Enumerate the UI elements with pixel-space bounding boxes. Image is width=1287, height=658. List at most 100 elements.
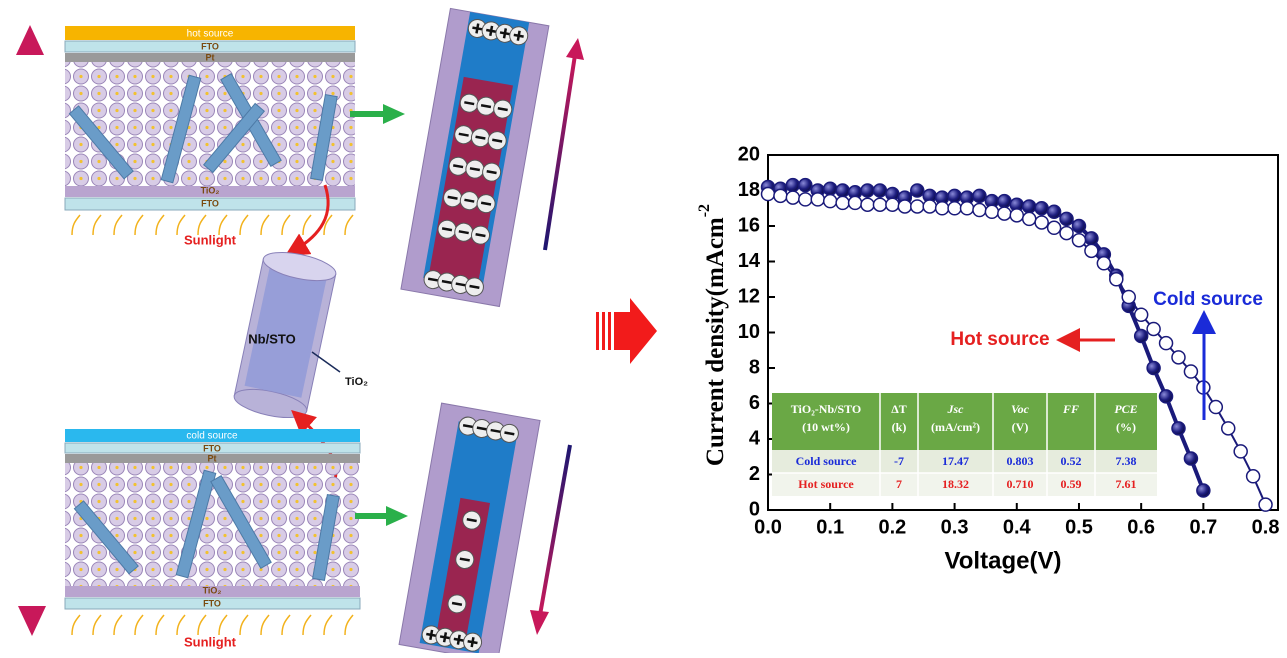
- table-header: Voc: [1011, 402, 1030, 416]
- annotation: Hot source: [950, 329, 1049, 350]
- sunlight-rays: [71, 614, 354, 636]
- shape: [160, 74, 202, 184]
- data-point: [1146, 360, 1161, 376]
- y-tick-label: 2: [749, 463, 760, 485]
- data-point: [1021, 211, 1037, 227]
- ray: [176, 214, 186, 236]
- source-bar: [65, 429, 360, 442]
- hot-cell: hot source FTO Pt TiO₂ FTO Sunlight: [64, 26, 356, 247]
- data-point: [910, 199, 925, 214]
- arrow-head: [383, 104, 405, 124]
- data-point: [785, 190, 801, 205]
- data-point: [947, 201, 962, 216]
- table-cell: Hot source: [798, 477, 854, 491]
- data-point: [959, 201, 975, 216]
- charge-sign: [464, 198, 475, 203]
- x-tick-label: 0.0: [754, 516, 782, 538]
- arrow-head: [530, 610, 549, 635]
- pt-label: Pt: [206, 52, 215, 62]
- data-point: [1133, 307, 1149, 322]
- y-axis-label-sup: -2: [696, 204, 713, 217]
- fto-layer: [64, 197, 356, 211]
- y-tick-label: 10: [738, 321, 760, 343]
- data-point: [1196, 483, 1211, 498]
- table-header-unit: (10 wt%): [802, 420, 850, 434]
- rods: [68, 73, 338, 184]
- shape: [602, 312, 605, 350]
- table-header: FF: [1062, 402, 1079, 416]
- x-tick-label: 0.8: [1252, 516, 1280, 538]
- ray: [281, 214, 291, 236]
- data-point: [1133, 328, 1149, 344]
- shape: [244, 263, 328, 398]
- charge-sign: [480, 201, 492, 206]
- y-tick-label: 12: [738, 285, 760, 307]
- table-header-unit: (V): [1012, 420, 1029, 434]
- x-tick-label: 0.2: [878, 516, 906, 538]
- fto-layer: [64, 597, 361, 610]
- source-bar: [65, 26, 355, 40]
- charge-sign: [441, 227, 453, 232]
- data-point: [872, 197, 888, 212]
- ray: [218, 614, 228, 636]
- data-point: [1071, 218, 1087, 234]
- pointer: [311, 351, 341, 373]
- shape: [68, 105, 134, 180]
- red-arrow: [284, 184, 330, 257]
- x-tick-label: 0.6: [1127, 516, 1155, 538]
- table-cell: -7: [894, 454, 904, 468]
- data-point: [822, 181, 838, 196]
- x-tick-label: 0.5: [1065, 516, 1093, 538]
- data-point: [1183, 451, 1199, 466]
- data-point: [1046, 204, 1062, 220]
- charge-sign: [464, 101, 475, 106]
- ray: [197, 214, 207, 236]
- arrow-head: [566, 38, 584, 60]
- data-point: [997, 193, 1012, 209]
- charge-sign: [459, 557, 470, 562]
- data-point: [910, 183, 925, 198]
- ray: [344, 614, 354, 636]
- ray: [323, 614, 333, 636]
- ray: [134, 614, 144, 636]
- data-point: [922, 199, 937, 214]
- charge-sign: [469, 284, 480, 289]
- data-point: [1034, 215, 1049, 230]
- charge-sign: [486, 170, 497, 175]
- ray: [134, 214, 144, 236]
- ray: [155, 614, 165, 636]
- ray: [281, 614, 291, 636]
- charge-sign: [489, 25, 494, 37]
- shape: [596, 312, 599, 350]
- ray: [239, 214, 249, 236]
- ray: [218, 214, 228, 236]
- data-point: [947, 188, 962, 204]
- data-point: [835, 195, 850, 211]
- table-header-bg: [772, 393, 1157, 450]
- x-axis-label: Voltage(V): [945, 547, 1062, 574]
- data-point: [785, 177, 801, 193]
- shell-label: TiO₂: [345, 376, 368, 388]
- data-point: [1109, 272, 1124, 287]
- data-point: [810, 192, 826, 207]
- data-point: [1096, 256, 1112, 271]
- ray: [197, 614, 207, 636]
- charge-sign: [442, 632, 448, 643]
- table-cell: 0.803: [1007, 454, 1034, 468]
- shape: [202, 102, 266, 174]
- data-point: [1233, 444, 1248, 459]
- data-point: [1208, 399, 1224, 415]
- charge-sign: [492, 138, 503, 143]
- pt-label: Pt: [208, 453, 217, 463]
- data-point: [897, 199, 913, 214]
- charge-sign: [502, 28, 508, 39]
- pt-layer: [65, 454, 360, 463]
- y-tick-label: 14: [738, 250, 761, 272]
- tio2-layer: [65, 186, 355, 197]
- table-cell: 0.710: [1007, 477, 1034, 491]
- table-cell: 0.59: [1061, 477, 1082, 491]
- rods: [73, 469, 340, 581]
- charge-sign: [470, 637, 475, 648]
